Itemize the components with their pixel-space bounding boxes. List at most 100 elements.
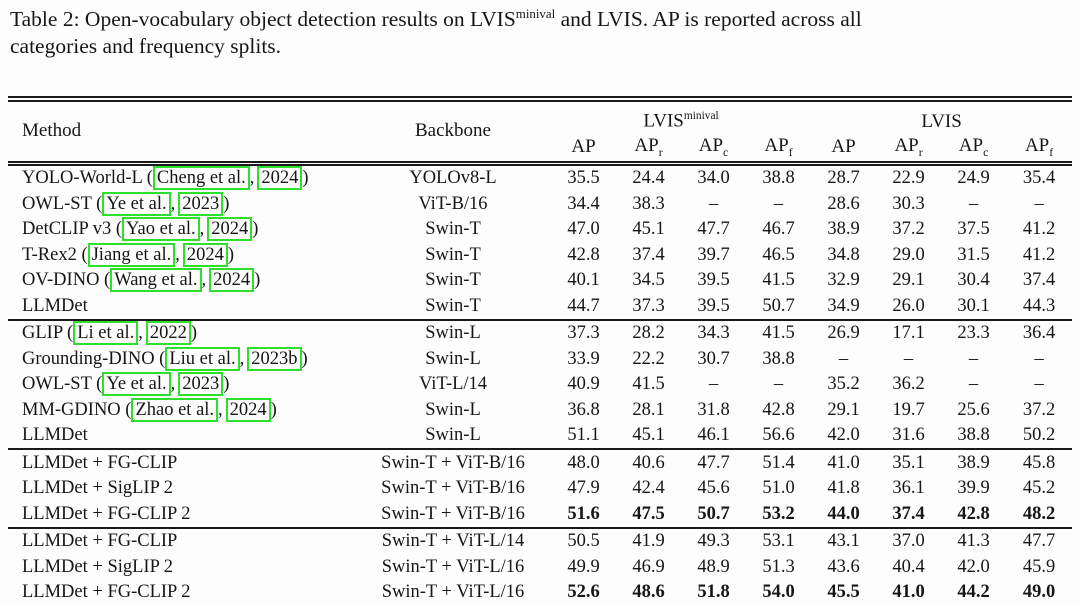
citation-year-link[interactable]: 2024	[257, 166, 303, 190]
metric-header-row: AP APr APc APf AP APr APc APf	[8, 134, 1072, 164]
method-cell: MM-GDINO (Zhao et al., 2024)	[8, 397, 355, 423]
metric-value: 51.4	[762, 452, 795, 473]
metric-value: 41.0	[892, 582, 925, 602]
backbone-cell: Swin-T	[425, 295, 481, 316]
backbone-cell: Swin-T + ViT-B/16	[381, 503, 525, 524]
metric-value: 30.1	[957, 295, 990, 316]
metric-value: 37.4	[632, 244, 665, 265]
metric-value: 42.8	[567, 244, 600, 265]
metric-value: 26.0	[892, 295, 925, 316]
citation-comma: ,	[170, 374, 176, 394]
metric-value: 35.2	[827, 374, 860, 394]
citation-year-link[interactable]: 2024	[209, 268, 255, 292]
citation-year-link[interactable]: 2024	[225, 397, 271, 422]
citation-comma: ,	[218, 399, 223, 420]
metric-value: 36.8	[567, 399, 600, 420]
table-group-3: LLMDet + FG-CLIP Swin-T + ViT-B/16 48.0 40.…	[8, 449, 1073, 528]
citation-author-link[interactable]: Li et al.	[73, 321, 139, 345]
metric-value: 45.8	[1022, 452, 1056, 473]
metric-value: 34.0	[697, 168, 730, 188]
metric-value: 19.7	[892, 399, 925, 420]
metric-value: 51.0	[762, 478, 795, 498]
metric-value: 51.1	[567, 425, 600, 445]
metric-value: 43.6	[827, 556, 860, 577]
table-group-2: GLIP (Li et al., 2022) Swin-L 37.3 28.2 34.3 4…	[8, 319, 1073, 450]
citation-author-link[interactable]: Cheng et al.	[152, 166, 250, 190]
column-group-lvis-minival: LVISminival	[643, 110, 719, 132]
metric-value: 45.6	[697, 478, 730, 498]
method-cell: LLMDet + FG-CLIP	[8, 449, 355, 476]
method-close-paren: )	[223, 193, 230, 214]
metric-value: 28.2	[632, 323, 665, 343]
method-cell: LLMDet + FG-CLIP 2	[8, 580, 355, 605]
metric-value: 50.5	[567, 531, 600, 551]
metric-value: 28.6	[827, 193, 860, 214]
metric-value: 46.1	[697, 425, 730, 445]
citation-author-link[interactable]: Jiang et al.	[87, 242, 176, 267]
metric-value: 38.8	[762, 168, 795, 188]
metric-value: 40.1	[567, 270, 600, 290]
metric-value: 51.3	[762, 556, 795, 577]
method-cell: LLMDet + FG-CLIP	[8, 528, 355, 555]
citation-year-link[interactable]: 2023	[178, 191, 224, 216]
table-row: Grounding-DINO (Liu et al., 2023b) Swin-L 3…	[8, 346, 1072, 372]
metric-value: –	[1034, 193, 1044, 214]
method-cell: OV-DINO (Wang et al., 2024)	[8, 268, 355, 294]
metric-value: 51.8	[697, 582, 730, 602]
backbone-cell: ViT-L/14	[418, 374, 488, 394]
metric-value: 53.2	[762, 503, 795, 524]
citation-year-link[interactable]: 2024	[207, 217, 253, 241]
backbone-cell: Swin-L	[425, 399, 481, 420]
metric-value: 31.5	[957, 244, 990, 265]
citation-year-link[interactable]: 2023b	[247, 346, 302, 371]
metric-value: 38.8	[957, 425, 990, 445]
metric-value: 41.0	[827, 452, 860, 473]
metric-value: 39.5	[697, 270, 730, 290]
metric-value: 40.6	[632, 452, 665, 473]
metric-value: 36.4	[1022, 323, 1056, 343]
table-row: OWL-ST (Ye et al., 2023) ViT-L/14 40.9 41.5 –…	[8, 372, 1072, 398]
citation-year-link[interactable]: 2024	[182, 242, 228, 267]
metric-value: 40.9	[567, 374, 600, 394]
metric-value: –	[968, 348, 979, 369]
method-name: OWL-ST (	[22, 193, 103, 214]
metric-value: 41.3	[957, 531, 990, 551]
method-close-paren: )	[223, 374, 230, 394]
citation-author-link[interactable]: Ye et al.	[102, 191, 171, 216]
citation-author-link[interactable]: Ye et al.	[102, 372, 171, 396]
table-row: LLMDet + SigLIP 2 Swin-T + ViT-L/16 49.9 46…	[8, 554, 1072, 580]
citation-author-link[interactable]: Zhao et al.	[131, 397, 219, 422]
metric-value: 51.6	[567, 503, 600, 524]
method-close-paren: )	[301, 348, 308, 369]
method-name: LLMDet + SigLIP 2	[22, 478, 174, 498]
citation-year-link[interactable]: 2022	[145, 321, 191, 345]
metric-value: 38.9	[827, 219, 860, 239]
metric-value: 48.0	[567, 452, 600, 473]
backbone-cell: Swin-T + ViT-L/16	[381, 582, 525, 602]
metric-value: 52.6	[567, 582, 600, 602]
metric-value: 50.7	[762, 295, 795, 316]
method-close-paren: )	[254, 270, 261, 290]
metric-value: 45.9	[1022, 556, 1056, 577]
metric-value: 49.0	[1022, 582, 1056, 602]
column-header-lvis-ap: AP	[831, 136, 856, 158]
method-close-paren: )	[227, 244, 235, 265]
backbone-cell: YOLOv8-L	[409, 168, 497, 188]
method-close-paren: )	[190, 323, 198, 343]
metric-value: 30.4	[957, 270, 990, 290]
metric-value: 49.9	[567, 556, 600, 577]
citation-author-link[interactable]: Yao et al.	[122, 217, 200, 241]
method-cell: OWL-ST (Ye et al., 2023)	[8, 191, 355, 217]
metric-value: 56.6	[762, 425, 795, 445]
citation-author-link[interactable]: Liu et al.	[165, 346, 240, 371]
column-header-minival-ap: AP	[571, 136, 596, 158]
metric-value: 36.2	[892, 374, 925, 394]
backbone-cell: Swin-T + ViT-B/16	[381, 452, 525, 473]
citation-year-link[interactable]: 2023	[178, 372, 224, 396]
metric-value: 50.7	[697, 503, 730, 524]
metric-value: 22.2	[632, 348, 665, 369]
citation-author-link[interactable]: Wang et al.	[110, 268, 202, 292]
metric-value: 41.8	[827, 478, 860, 498]
column-header-lvis-ap-r: APr	[894, 134, 923, 159]
column-header-minival-ap-r: APr	[634, 134, 663, 159]
